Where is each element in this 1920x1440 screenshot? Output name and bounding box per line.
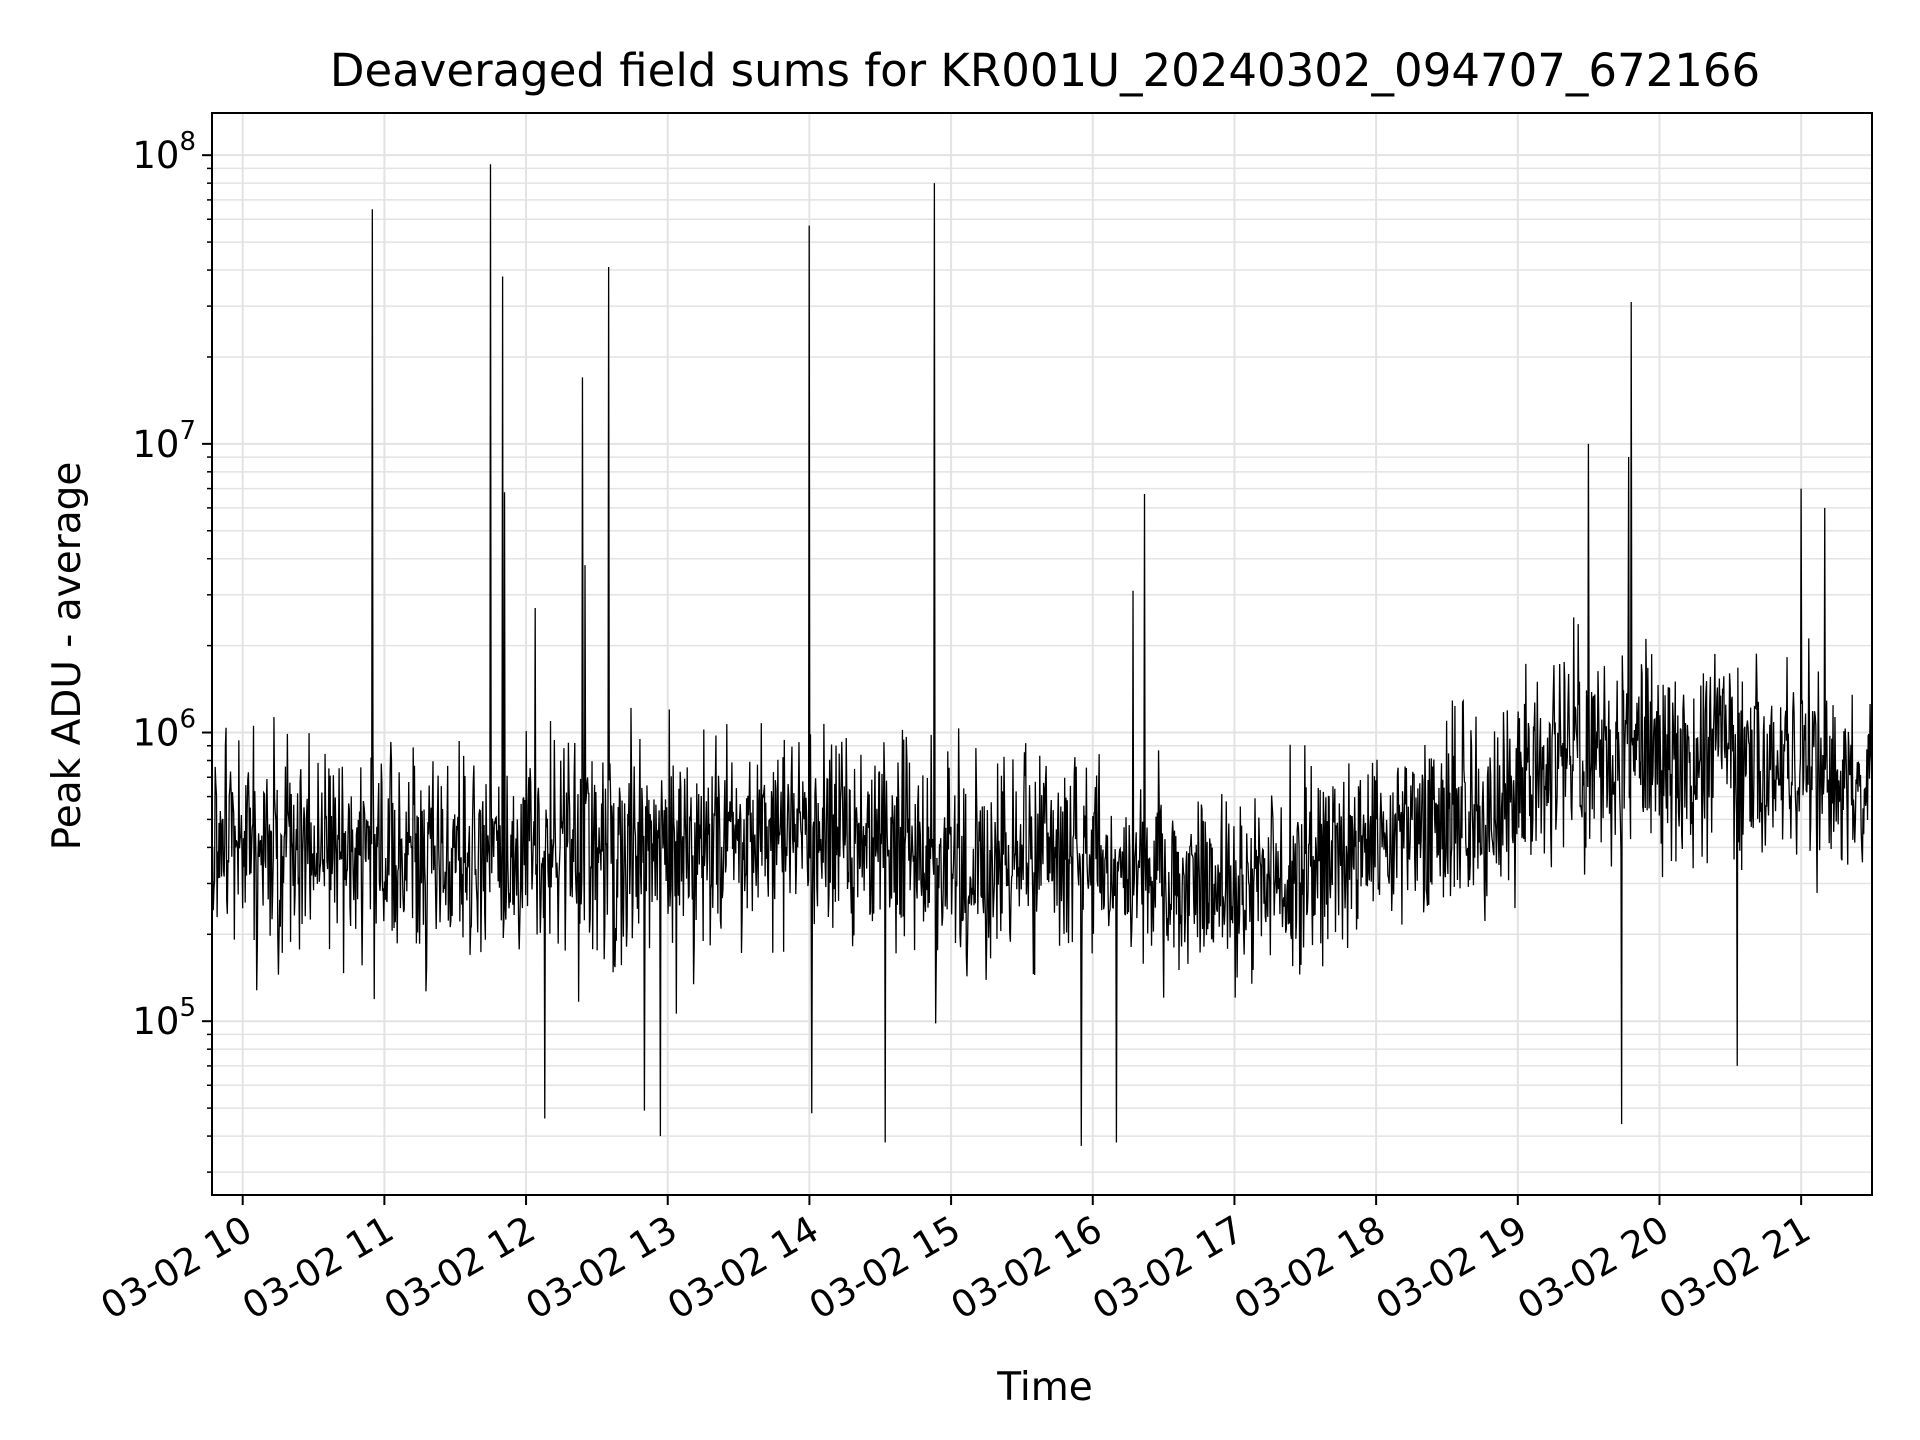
y-tick-label: 106: [132, 705, 196, 755]
grid: [212, 113, 1872, 1195]
x-axis-label: Time: [996, 1365, 1092, 1410]
x-tick-label: 03-02 20: [1510, 1208, 1676, 1328]
y-tick-label: 107: [132, 416, 196, 466]
series-line: [212, 164, 1872, 1146]
x-tick-label: 03-02 21: [1652, 1208, 1818, 1328]
x-tick-label: 03-02 18: [1227, 1208, 1393, 1328]
x-tick-label: 03-02 19: [1369, 1208, 1535, 1328]
x-tick-label: 03-02 17: [1085, 1208, 1251, 1328]
x-tick-label: 03-02 16: [944, 1208, 1110, 1328]
y-tick-label: 108: [132, 127, 196, 177]
x-tick-label: 03-02 11: [235, 1208, 401, 1328]
x-tick-label: 03-02 13: [519, 1208, 685, 1328]
x-tick-label: 03-02 14: [660, 1208, 826, 1328]
y-axis-label: Peak ADU - average: [45, 462, 90, 851]
x-tick-label: 03-02 10: [94, 1208, 260, 1328]
x-tick-label: 03-02 12: [377, 1208, 543, 1328]
chart-title: Deaveraged field sums for KR001U_2024030…: [330, 44, 1760, 97]
x-tick-label: 03-02 15: [802, 1208, 968, 1328]
y-tick-label: 105: [132, 993, 196, 1043]
data-series: [212, 164, 1872, 1146]
plot-frame: [211, 112, 1873, 1196]
